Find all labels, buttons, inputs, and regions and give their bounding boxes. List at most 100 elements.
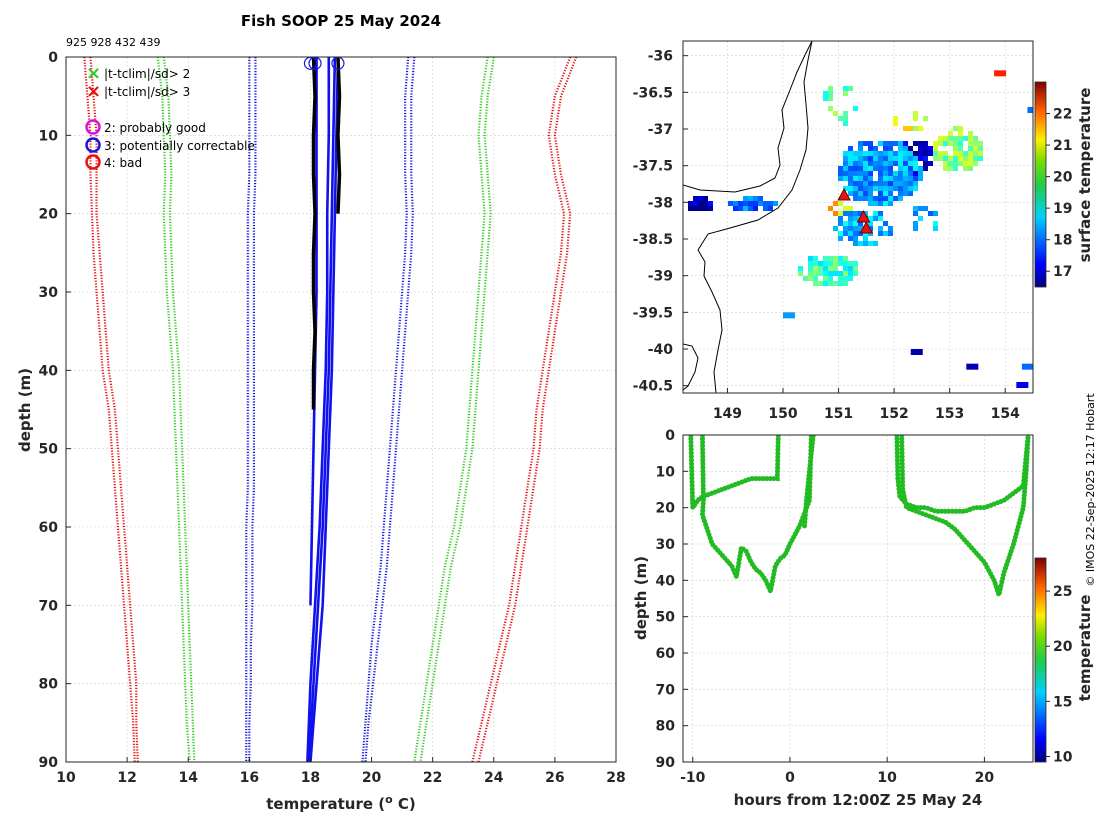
sst-pixel bbox=[878, 216, 883, 221]
timeseries-y-tick-label: 90 bbox=[656, 755, 676, 771]
sst-pixel bbox=[843, 276, 848, 281]
sst-pixel bbox=[863, 176, 868, 181]
sst-pixel bbox=[933, 221, 938, 226]
sst-pixel bbox=[823, 261, 828, 266]
sst-pixel bbox=[868, 146, 873, 151]
sst-pixel bbox=[843, 176, 848, 181]
temperature-colorbar-tick-label: 25 bbox=[1053, 584, 1072, 600]
sst-pixel bbox=[973, 146, 978, 151]
sst-pixel bbox=[918, 216, 923, 221]
sst-pixel bbox=[833, 211, 838, 216]
sst-pixel bbox=[848, 266, 853, 271]
sst-pixel bbox=[803, 276, 808, 281]
sst-pixel bbox=[898, 196, 903, 201]
sst-pixel bbox=[948, 161, 953, 166]
map-y-tick-label: -38.5 bbox=[633, 232, 673, 248]
sst-pixel bbox=[893, 116, 898, 121]
sst-pixel bbox=[994, 70, 1007, 77]
sst-pixel bbox=[1016, 382, 1029, 388]
map-x-tick-label: 150 bbox=[768, 406, 797, 422]
map-grid bbox=[683, 41, 1033, 393]
climatology-line bbox=[248, 57, 257, 762]
sst-pixel bbox=[873, 151, 878, 156]
sst-pixel bbox=[918, 206, 923, 211]
sst-pixel bbox=[893, 171, 898, 176]
sst-pixel bbox=[968, 141, 973, 146]
sst-pixel bbox=[958, 151, 963, 156]
climatology-line bbox=[245, 57, 251, 762]
depth-tracks bbox=[688, 435, 1031, 605]
sst-pixel bbox=[888, 201, 893, 206]
timeseries-y-tick-label: 70 bbox=[656, 682, 676, 698]
sst-pixel bbox=[888, 231, 893, 236]
sst-pixel bbox=[908, 151, 913, 156]
sst-pixel bbox=[833, 271, 838, 276]
sst-pixel bbox=[963, 136, 968, 141]
sst-pixel bbox=[923, 156, 928, 161]
timeseries-x-tick-label: 10 bbox=[877, 770, 897, 786]
timeseries-y-tick-label: 0 bbox=[665, 428, 675, 444]
sst-pixel bbox=[818, 261, 823, 266]
depth-track bbox=[894, 435, 1031, 514]
sst-pixel bbox=[708, 201, 713, 206]
timeseries-x-tick-label: 0 bbox=[785, 770, 795, 786]
sst-pixel bbox=[963, 161, 968, 166]
sst-pixel bbox=[848, 176, 853, 181]
sst-colorbar-tick-label: 21 bbox=[1053, 138, 1072, 154]
sst-pixel bbox=[888, 156, 893, 161]
profile-line bbox=[307, 57, 337, 762]
sst-pixel bbox=[908, 161, 913, 166]
sst-pixel bbox=[828, 256, 833, 261]
sst-pixel bbox=[953, 126, 958, 131]
sst-pixel bbox=[888, 171, 893, 176]
sst-pixel bbox=[833, 226, 838, 231]
sst-pixel bbox=[903, 161, 908, 166]
map-y-tick-label: -39.5 bbox=[633, 305, 673, 321]
sst-pixel bbox=[878, 191, 883, 196]
sst-pixel bbox=[888, 186, 893, 191]
sst-pixel bbox=[933, 211, 938, 216]
sst-pixel bbox=[808, 276, 813, 281]
sst-pixel bbox=[923, 206, 928, 211]
sst-pixel bbox=[848, 216, 853, 221]
sst-colorbar-label: surface temperature bbox=[1076, 88, 1094, 263]
sst-pixel bbox=[853, 106, 858, 111]
sst-pixel bbox=[828, 281, 833, 286]
sst-pixel bbox=[903, 141, 908, 146]
sst-pixel bbox=[848, 166, 853, 171]
timeseries-frame bbox=[682, 434, 1034, 763]
profile-x-ticks: 10 12 14 16 18 20 22 24 26 28 bbox=[56, 757, 626, 786]
sst-pixel bbox=[913, 111, 918, 116]
sst-pixel bbox=[933, 141, 938, 146]
sst-pixel bbox=[878, 201, 883, 206]
sst-pixel bbox=[848, 206, 853, 211]
depth-track bbox=[688, 435, 781, 516]
sst-pixel bbox=[963, 166, 968, 171]
sst-pixel bbox=[963, 156, 968, 161]
sst-pixel bbox=[943, 136, 948, 141]
sst-pixel bbox=[878, 151, 883, 156]
sst-pixel bbox=[918, 151, 923, 156]
sst-pixel bbox=[903, 191, 908, 196]
sst-pixel bbox=[928, 211, 933, 216]
profile-y-tick-label: 0 bbox=[48, 50, 58, 66]
sst-pixel bbox=[853, 166, 858, 171]
sst-pixel bbox=[918, 141, 923, 146]
sst-pixel bbox=[918, 126, 923, 131]
sst-pixel bbox=[908, 186, 913, 191]
profile-y-label: depth (m) bbox=[16, 368, 34, 452]
sst-pixel bbox=[903, 176, 908, 181]
sst-pixel bbox=[863, 211, 868, 216]
sst-pixel bbox=[813, 276, 818, 281]
sst-pixel bbox=[943, 156, 948, 161]
sst-pixel bbox=[853, 196, 858, 201]
sst-pixel bbox=[948, 131, 953, 136]
profile-frame bbox=[65, 56, 617, 763]
profile-y-tick-label: 90 bbox=[39, 755, 59, 771]
sst-colorbar-tick-label: 17 bbox=[1053, 264, 1072, 280]
sst-pixel bbox=[968, 156, 973, 161]
sst-colorbar-tick-label: 22 bbox=[1053, 107, 1072, 123]
timeseries-x-label: hours from 12:00Z 25 May 24 bbox=[734, 791, 983, 809]
sst-pixel bbox=[888, 176, 893, 181]
sst-pixel bbox=[953, 166, 958, 171]
